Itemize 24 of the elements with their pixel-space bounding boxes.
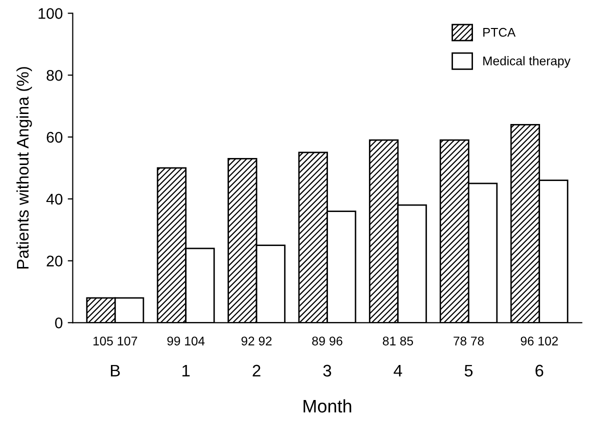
x-tick-label: 1 <box>182 364 190 376</box>
x-tick-label: 4 <box>394 364 402 376</box>
text: 78 78 <box>454 336 484 346</box>
x-tick-label: 5 <box>464 364 473 377</box>
legend-label: Medical therapy <box>483 56 570 68</box>
text: 99 104 <box>167 336 205 346</box>
x-tick-label: 3 <box>323 364 332 377</box>
y-tick-label: 60 <box>46 132 62 143</box>
x-tick-label: 2 <box>252 364 260 376</box>
y-tick-label: 0 <box>55 318 62 328</box>
x-tick-label: 6 <box>536 364 544 377</box>
text: 96 102 <box>520 336 558 346</box>
x-axis-title: Month <box>304 399 352 413</box>
text: 105 107 <box>94 336 138 346</box>
y-tick-label: 80 <box>46 70 62 81</box>
x-tick-label: B <box>110 364 120 376</box>
text: 89 96 <box>312 336 342 346</box>
y-tick-label: 20 <box>46 256 62 266</box>
y-tick-label: 100 <box>38 8 62 19</box>
y-tick-label: 40 <box>46 194 62 205</box>
text: 92 92 <box>241 336 272 346</box>
text: 81 85 <box>382 336 414 346</box>
legend-label: PTCA <box>483 28 516 37</box>
y-axis-title: Patients without Angina (%) <box>16 67 32 268</box>
